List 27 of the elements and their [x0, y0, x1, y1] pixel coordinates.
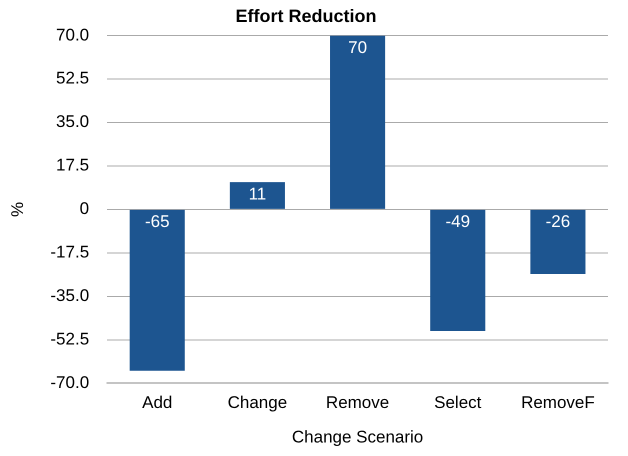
x-axis-title: Change Scenario [292, 427, 424, 446]
y-tick-label: 17.5 [56, 156, 90, 175]
bar [230, 182, 285, 209]
x-tick-label: Add [142, 393, 172, 412]
y-tick-label: 52.5 [56, 68, 90, 88]
bar [330, 36, 386, 209]
data-label: 11 [248, 184, 266, 204]
y-tick-label: 0 [80, 199, 90, 218]
y-tick-label: 70.0 [56, 25, 90, 44]
y-tick-label: -17.5 [50, 242, 90, 262]
x-tick-label: RemoveF [521, 393, 595, 412]
data-label: -26 [546, 212, 570, 232]
data-label: 70 [348, 38, 368, 57]
y-tick-label: -35.0 [50, 286, 90, 305]
bar [530, 210, 586, 274]
bar [430, 210, 486, 332]
data-label: -65 [144, 212, 170, 232]
y-axis-title: % [8, 202, 27, 217]
x-tick-label: Change [228, 393, 288, 412]
bar [130, 210, 185, 371]
data-label: -49 [445, 212, 470, 232]
y-tick-label: 35.0 [56, 112, 90, 132]
x-tick-label: Remove [326, 393, 390, 412]
x-tick-label: Select [434, 393, 482, 412]
y-tick-label: -70.0 [50, 372, 90, 392]
y-tick-label: -52.5 [50, 329, 90, 348]
chart-title: Effort Reduction [236, 6, 376, 26]
